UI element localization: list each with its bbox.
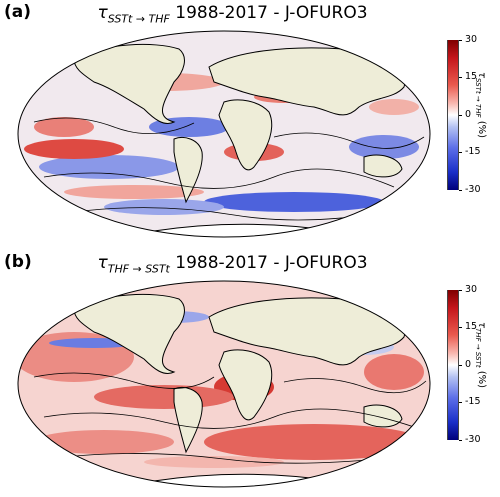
mollweide-map <box>17 280 431 488</box>
panel-b: (b) τTHF → SSTt 1988-2017 - J-OFURO3 <box>0 250 500 497</box>
mollweide-map <box>17 30 431 238</box>
colorbar-tick: 0 <box>458 109 472 120</box>
colorbar-label: τSSTt → THF (%) <box>474 72 487 139</box>
colorbar-tick: 15 <box>458 321 478 332</box>
colorbar-gradient <box>447 40 459 190</box>
colorbar-tick: -15 <box>459 396 481 407</box>
colorbar-gradient <box>447 290 459 440</box>
panel-a: (a) τSSTt → THF 1988-2017 - J-OFURO3 <box>0 0 500 247</box>
colorbar-tick: -30 <box>459 184 481 195</box>
panel-letter: (b) <box>4 252 32 272</box>
colorbar-label: τTHF → SSTt (%) <box>474 322 487 389</box>
colorbar-tick: 0 <box>458 359 472 370</box>
panel-title: τTHF → SSTt 1988-2017 - J-OFURO3 <box>97 253 368 276</box>
colorbar-tick: 30 <box>458 284 478 295</box>
colorbar-tick: -15 <box>459 146 481 157</box>
colorbar-tick: -30 <box>459 434 481 445</box>
panel-letter: (a) <box>4 2 32 22</box>
colorbar-tick: 15 <box>458 71 478 82</box>
colorbar-tick: 30 <box>458 34 478 45</box>
panel-title: τSSTt → THF 1988-2017 - J-OFURO3 <box>97 3 368 26</box>
